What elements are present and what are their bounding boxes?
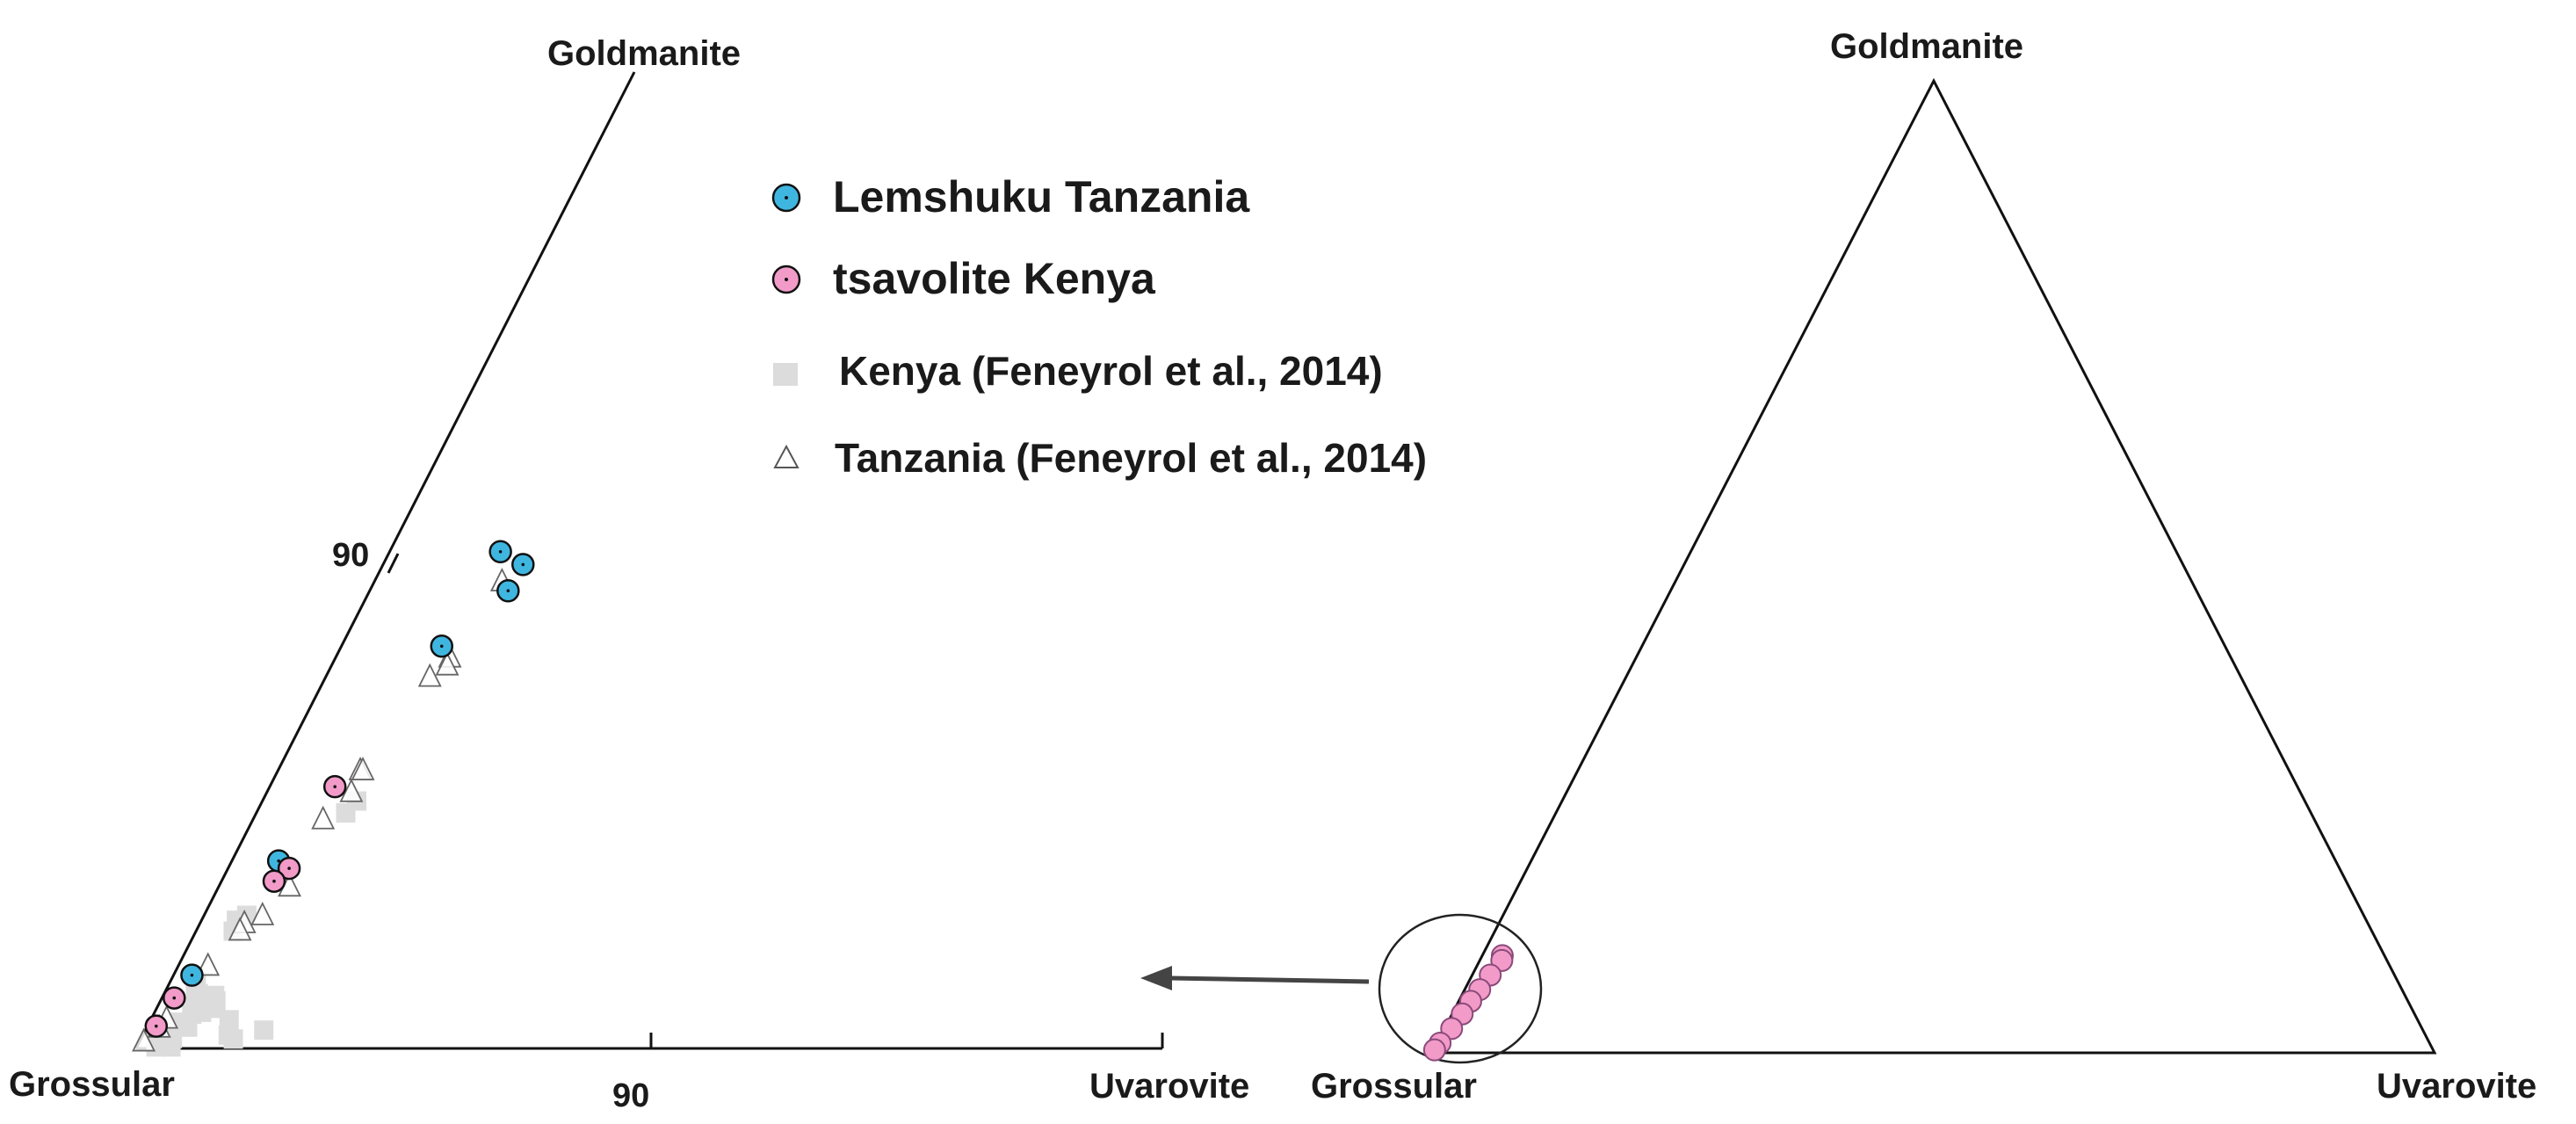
point-kenya-feneyrol-et-al-2014-16 bbox=[177, 1017, 198, 1037]
apex-label-goldmanite-left: Goldmanite bbox=[547, 34, 741, 73]
point-kenya-feneyrol-et-al-2014-1 bbox=[336, 803, 356, 823]
tick-label-uvarovite-90: 90 bbox=[612, 1077, 649, 1114]
point-center-lemshuku-tanzania-1 bbox=[521, 562, 525, 567]
point-tanzania-feneyrol-et-al-2014-2 bbox=[435, 651, 459, 676]
zoom-highlight-circle bbox=[1378, 913, 1543, 1064]
point-tanzania-feneyrol-et-al-2014-5 bbox=[351, 757, 375, 780]
apex-label-goldmanite-right: Goldmanite bbox=[1830, 27, 2023, 66]
legend-item-kenya-feneyrol: Kenya (Feneyrol et al., 2014) bbox=[773, 348, 1383, 394]
grossular-goldmanite-edge bbox=[134, 71, 636, 1049]
zoomed-ternary-plot: Goldmanite Grossular Uvarovite 90 90 bbox=[9, 34, 1249, 1114]
legend-item-lemshuku: Lemshuku Tanzania bbox=[771, 172, 1250, 221]
point-kenya-feneyrol-et-al-2014-21 bbox=[223, 1029, 243, 1049]
point-tanzania-feneyrol-et-al-2014-7 bbox=[311, 805, 336, 830]
zoom-arrow bbox=[1140, 966, 1370, 990]
point-center-tsavolite-kenya-2 bbox=[272, 879, 276, 883]
legend-label-lemshuku: Lemshuku Tanzania bbox=[833, 172, 1250, 221]
point-tanzania-feneyrol-et-al-2014-3 bbox=[417, 663, 442, 687]
full-data-points bbox=[1422, 944, 1514, 1062]
point-tanzania-feneyrol-et-al-2014-6 bbox=[339, 778, 364, 802]
goldmanite-90-tick-mark bbox=[387, 553, 400, 574]
apex-label-grossular-right: Grossular bbox=[1311, 1067, 1477, 1106]
point-center-lemshuku-tanzania-2 bbox=[506, 589, 510, 593]
point-center-tsavolite-kenya-4 bbox=[154, 1024, 158, 1028]
point-kenya-feneyrol-et-al-2014-23 bbox=[161, 1037, 181, 1057]
point-center-tsavolite-kenya-1 bbox=[287, 867, 291, 870]
point-center-lemshuku-tanzania-5 bbox=[190, 973, 194, 977]
point-center-lemshuku-tanzania-4 bbox=[277, 859, 280, 863]
zoomed-data-points bbox=[132, 540, 535, 1057]
legend-marker-dot-lemshuku bbox=[785, 196, 788, 199]
legend-marker-dot-tsavolite bbox=[785, 278, 788, 281]
legend-item-tsavolite: tsavolite Kenya bbox=[771, 254, 1156, 303]
apex-label-uvarovite-right: Uvarovite bbox=[2377, 1067, 2536, 1106]
apex-label-grossular-left: Grossular bbox=[9, 1065, 175, 1104]
legend-label-tanzania-feneyrol: Tanzania (Feneyrol et al., 2014) bbox=[835, 435, 1427, 481]
legend-label-kenya-feneyrol: Kenya (Feneyrol et al., 2014) bbox=[839, 348, 1383, 394]
point-center-tsavolite-kenya-3 bbox=[172, 996, 177, 1000]
zoom-arrow-shaft bbox=[1169, 975, 1370, 984]
point-kenya-feneyrol-et-al-2014-24 bbox=[146, 1037, 166, 1057]
point-center-tsavolite-kenya-0 bbox=[333, 785, 337, 788]
point-tanzania-feneyrol-et-al-2014-12 bbox=[196, 952, 221, 976]
point-kenya-feneyrol-et-al-2014-14 bbox=[219, 1010, 239, 1030]
point-center-lemshuku-tanzania-0 bbox=[498, 549, 503, 554]
tick-label-goldmanite-90: 90 bbox=[332, 537, 369, 574]
point-center-lemshuku-tanzania-3 bbox=[439, 644, 444, 649]
legend-item-tanzania-feneyrol: Tanzania (Feneyrol et al., 2014) bbox=[773, 435, 1427, 481]
apex-label-uvarovite-left: Uvarovite bbox=[1089, 1067, 1249, 1106]
point-kenya-feneyrol-et-al-2014-17 bbox=[254, 1020, 274, 1041]
legend-marker-kenya-feneyrol bbox=[773, 363, 798, 386]
full-ternary-plot: Goldmanite Grossular Uvarovite bbox=[1311, 27, 2536, 1106]
point-tanzania-feneyrol-et-al-2014-11 bbox=[228, 917, 252, 941]
point-tanzania-feneyrol-et-al-2014-9 bbox=[250, 901, 275, 925]
ternary-triangle-outline bbox=[1429, 77, 2437, 1055]
legend-marker-tanzania-feneyrol bbox=[773, 444, 800, 468]
legend: Lemshuku Tanzania tsavolite Kenya Kenya … bbox=[771, 172, 1427, 481]
zoom-arrow-head bbox=[1140, 966, 1172, 990]
legend-label-tsavolite: tsavolite Kenya bbox=[833, 254, 1156, 303]
point-tanzania-feneyrol-et-al-2014-15 bbox=[132, 1027, 156, 1052]
full-point-8 bbox=[1422, 1038, 1446, 1062]
